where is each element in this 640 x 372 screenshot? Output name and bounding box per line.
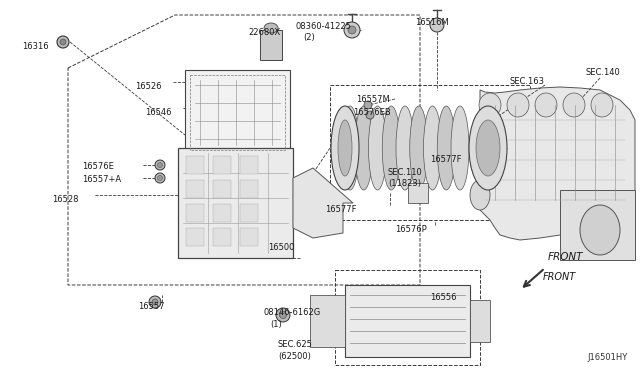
Text: 16576EB: 16576EB [353, 108, 391, 117]
Circle shape [57, 36, 69, 48]
Bar [240, 156, 258, 174]
Ellipse shape [535, 93, 557, 117]
Text: 16577F: 16577F [430, 155, 461, 164]
Ellipse shape [410, 106, 428, 190]
Ellipse shape [470, 180, 490, 210]
Ellipse shape [382, 106, 400, 190]
Bar [185, 70, 290, 155]
Text: J16501HY: J16501HY [588, 353, 628, 362]
Text: 16557M: 16557M [356, 95, 390, 104]
Circle shape [155, 160, 165, 170]
Bar [240, 204, 258, 222]
Bar [408, 183, 428, 203]
Text: 16557+A: 16557+A [82, 175, 121, 184]
Text: (1): (1) [270, 320, 282, 329]
Ellipse shape [355, 106, 372, 190]
Ellipse shape [591, 93, 613, 117]
Circle shape [344, 22, 360, 38]
Polygon shape [480, 87, 635, 240]
Ellipse shape [424, 106, 442, 190]
Ellipse shape [396, 106, 414, 190]
Ellipse shape [563, 93, 585, 117]
Text: SEC.625: SEC.625 [278, 340, 313, 349]
Ellipse shape [369, 106, 387, 190]
Ellipse shape [469, 106, 507, 190]
Text: 16556: 16556 [430, 293, 456, 302]
Bar [213, 228, 231, 246]
Circle shape [366, 111, 374, 119]
Text: 08146-6162G: 08146-6162G [263, 308, 320, 317]
Circle shape [155, 173, 165, 183]
Ellipse shape [580, 205, 620, 255]
Ellipse shape [264, 23, 278, 33]
Text: (2): (2) [303, 33, 315, 42]
Text: 16516M: 16516M [415, 18, 449, 27]
Circle shape [276, 308, 290, 322]
Text: 16576P: 16576P [395, 225, 427, 234]
Ellipse shape [331, 106, 359, 190]
Bar [470, 300, 490, 342]
Text: 22680X: 22680X [248, 28, 280, 37]
Circle shape [430, 18, 444, 32]
Bar [345, 285, 470, 357]
Text: 16526: 16526 [135, 82, 161, 91]
Ellipse shape [338, 120, 352, 176]
Text: FRONT: FRONT [543, 272, 576, 282]
Text: SEC.140: SEC.140 [585, 68, 620, 77]
Ellipse shape [479, 93, 501, 117]
Ellipse shape [341, 106, 359, 190]
Bar [310, 295, 345, 347]
Bar [186, 204, 204, 222]
Ellipse shape [476, 120, 500, 176]
Text: 16316: 16316 [22, 42, 49, 51]
Bar [240, 228, 258, 246]
Text: 16557: 16557 [138, 302, 164, 311]
Text: 16576E: 16576E [82, 162, 114, 171]
Text: SEC.110: SEC.110 [388, 168, 423, 177]
Text: 16528: 16528 [52, 195, 79, 204]
Circle shape [152, 299, 158, 305]
Ellipse shape [451, 106, 469, 190]
Bar [186, 156, 204, 174]
Circle shape [60, 39, 66, 45]
Text: FRONT: FRONT [548, 252, 584, 262]
Circle shape [149, 296, 161, 308]
Text: 08360-41225: 08360-41225 [296, 22, 352, 31]
Ellipse shape [507, 93, 529, 117]
Circle shape [280, 311, 287, 318]
Circle shape [157, 176, 163, 180]
Bar [560, 190, 635, 260]
Text: SEC.163: SEC.163 [510, 77, 545, 86]
Bar [260, 30, 282, 60]
Text: 16500: 16500 [268, 243, 294, 252]
Bar [213, 204, 231, 222]
Text: 16577F: 16577F [325, 205, 356, 214]
Bar [186, 180, 204, 198]
Text: (11823): (11823) [388, 179, 421, 188]
Bar [190, 75, 285, 150]
Ellipse shape [437, 106, 455, 190]
Polygon shape [293, 168, 353, 238]
Text: 16546: 16546 [145, 108, 172, 117]
Circle shape [348, 26, 356, 34]
Bar [240, 180, 258, 198]
Circle shape [364, 101, 372, 109]
Bar [213, 180, 231, 198]
Bar [213, 156, 231, 174]
Text: (62500): (62500) [278, 352, 311, 361]
Bar [186, 228, 204, 246]
Ellipse shape [470, 130, 490, 180]
Bar [178, 148, 293, 258]
Circle shape [157, 163, 163, 167]
